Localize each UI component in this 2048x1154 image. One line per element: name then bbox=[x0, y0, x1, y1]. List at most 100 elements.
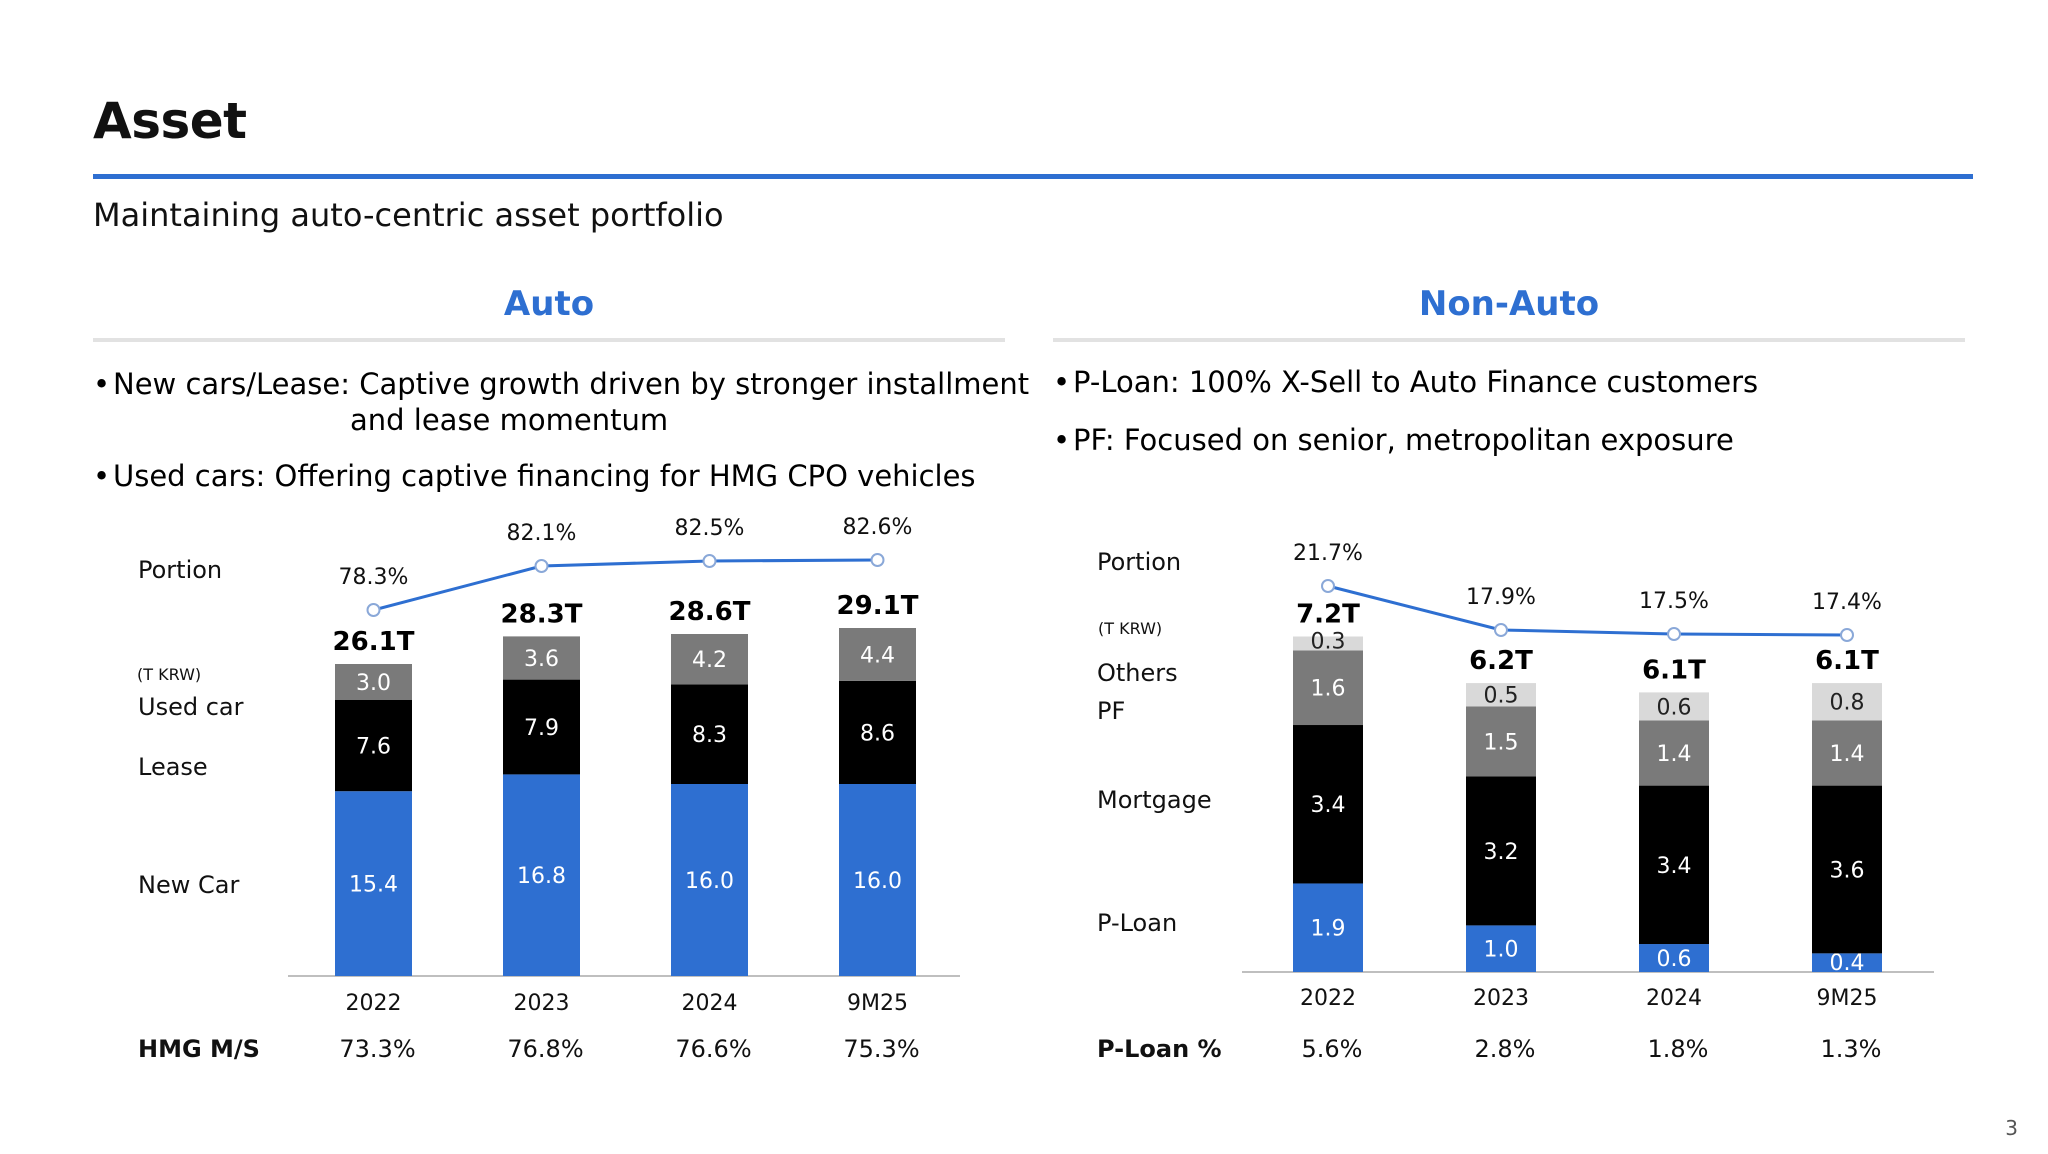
bullet-text: Focused on senior, metropolitan exposure bbox=[1114, 423, 1734, 457]
nonauto-bar-mortgage bbox=[1639, 785, 1709, 945]
nonauto-portion-point bbox=[1321, 579, 1335, 593]
page-number: 3 bbox=[2005, 1116, 2018, 1140]
auto-bar-value-label: 4.4 bbox=[860, 643, 895, 668]
page-title: Asset bbox=[93, 92, 247, 150]
bullet-continuation: and lease momentum bbox=[350, 403, 669, 437]
nonauto-bar-value-label: 0.5 bbox=[1484, 684, 1519, 709]
nonauto-legend-others: Others bbox=[1097, 659, 1178, 687]
nonauto-category-label: 9M25 bbox=[1817, 986, 1878, 1011]
auto-portion-value-label: 82.5% bbox=[675, 516, 745, 541]
auto-portion-point bbox=[366, 603, 381, 617]
nonauto-category-label: 2023 bbox=[1473, 986, 1529, 1011]
nonauto-total-label: 6.2T bbox=[1469, 646, 1533, 676]
nonauto-portion-value-label: 21.7% bbox=[1293, 541, 1363, 566]
nonauto-bar-value-label: 1.5 bbox=[1484, 730, 1519, 755]
auto-total-label: 28.3T bbox=[501, 599, 583, 629]
nonauto-bar-value-label: 0.6 bbox=[1657, 947, 1692, 972]
bullet-lead: PF: bbox=[1073, 423, 1115, 457]
nonauto-legend-pf: PF bbox=[1097, 697, 1125, 725]
auto-bar-used-car bbox=[335, 664, 412, 700]
auto-portion-value-label: 82.1% bbox=[507, 521, 577, 546]
nonauto-bar-value-label: 3.4 bbox=[1311, 793, 1346, 818]
nonauto-bar-pf bbox=[1466, 706, 1536, 777]
auto-footer-label: HMG M/S bbox=[138, 1035, 260, 1063]
nonauto-bar-others bbox=[1812, 683, 1882, 721]
bullet-text: 100% X-Sell to Auto Finance customers bbox=[1179, 365, 1759, 399]
auto-portion-label: Portion bbox=[138, 556, 222, 584]
nonauto-bar-value-label: 1.6 bbox=[1311, 677, 1346, 702]
nonauto-category-label: 2024 bbox=[1646, 986, 1702, 1011]
nonauto-bar-value-label: 1.0 bbox=[1484, 938, 1519, 963]
bullet-dot: • bbox=[1053, 365, 1071, 399]
auto-portion-point bbox=[702, 554, 717, 568]
nonauto-footer-value: 5.6% bbox=[1302, 1035, 1363, 1063]
auto-footer-value: 75.3% bbox=[843, 1035, 919, 1063]
nonauto-footer-label: P-Loan % bbox=[1097, 1035, 1222, 1063]
auto-bar-new-car bbox=[335, 791, 412, 976]
auto-bullet-used-cars: •Used cars: Offering captive financing f… bbox=[93, 458, 976, 494]
auto-bar-value-label: 16.0 bbox=[853, 869, 902, 894]
nonauto-bar-others bbox=[1466, 683, 1536, 707]
auto-bar-value-label: 15.4 bbox=[349, 873, 398, 898]
bullet-dot: • bbox=[93, 459, 111, 493]
nonauto-portion-value-label: 17.5% bbox=[1639, 589, 1709, 614]
auto-portion-line bbox=[373, 558, 878, 612]
nonauto-bar-value-label: 1.9 bbox=[1311, 917, 1346, 942]
nonauto-footer-value: 1.3% bbox=[1821, 1035, 1882, 1063]
nonauto-bar-mortgage bbox=[1293, 725, 1363, 884]
nonauto-unit-label: (T KRW) bbox=[1098, 619, 1162, 638]
nonauto-bar-value-label: 0.3 bbox=[1311, 629, 1346, 654]
auto-bar-value-label: 3.0 bbox=[356, 671, 391, 696]
auto-footer-value: 73.3% bbox=[339, 1035, 415, 1063]
nonauto-portion-value-label: 17.4% bbox=[1812, 590, 1882, 615]
auto-bar-used-car bbox=[671, 634, 748, 685]
nonauto-total-label: 6.1T bbox=[1642, 655, 1706, 685]
auto-bar-used-car bbox=[503, 636, 580, 680]
auto-portion-value-label: 82.6% bbox=[843, 515, 913, 540]
nonauto-bar-value-label: 0.4 bbox=[1830, 951, 1865, 976]
nonauto-bar-value-label: 1.4 bbox=[1830, 742, 1865, 767]
bullet-dot: • bbox=[93, 367, 111, 401]
non-auto-bullet-ploan: •P-Loan: 100% X-Sell to Auto Finance cus… bbox=[1053, 364, 1758, 400]
nonauto-bar-p-loan bbox=[1293, 883, 1363, 972]
auto-legend-lease: Lease bbox=[138, 753, 208, 781]
auto-category-label: 2024 bbox=[682, 991, 738, 1016]
auto-portion-point bbox=[870, 553, 885, 567]
nonauto-portion-value-label: 17.9% bbox=[1466, 585, 1536, 610]
nonauto-bar-p-loan bbox=[1466, 925, 1536, 972]
nonauto-bar-p-loan bbox=[1639, 944, 1709, 972]
auto-bar-value-label: 3.6 bbox=[524, 647, 559, 672]
bullet-text: Captive growth driven by stronger instal… bbox=[349, 367, 1030, 401]
nonauto-bar-pf bbox=[1812, 720, 1882, 786]
nonauto-category-label: 2022 bbox=[1300, 986, 1356, 1011]
bullet-lead: New cars/Lease: bbox=[113, 367, 350, 401]
nonauto-portion-point bbox=[1840, 628, 1854, 642]
auto-bar-lease bbox=[839, 680, 916, 784]
nonauto-legend-p-loan: P-Loan bbox=[1097, 909, 1177, 937]
auto-footer-value: 76.8% bbox=[507, 1035, 583, 1063]
nonauto-portion-point bbox=[1667, 627, 1681, 641]
auto-bar-value-label: 16.0 bbox=[685, 869, 734, 894]
nonauto-bar-value-label: 1.4 bbox=[1657, 742, 1692, 767]
non-auto-bullet-pf: •PF: Focused on senior, metropolitan exp… bbox=[1053, 422, 1734, 458]
auto-bar-value-label: 7.9 bbox=[524, 716, 559, 741]
auto-bar-new-car bbox=[671, 784, 748, 976]
nonauto-legend-mortgage: Mortgage bbox=[1097, 786, 1212, 814]
auto-portion-point bbox=[534, 559, 549, 573]
auto-bullet-new-cars: •New cars/Lease: Captive growth driven b… bbox=[93, 366, 1029, 438]
nonauto-bar-value-label: 3.4 bbox=[1657, 854, 1692, 879]
auto-bar-value-label: 4.2 bbox=[692, 648, 727, 673]
auto-total-label: 29.1T bbox=[837, 591, 919, 621]
nonauto-bar-value-label: 3.6 bbox=[1830, 858, 1865, 883]
auto-bar-value-label: 16.8 bbox=[517, 864, 566, 889]
nonauto-bar-value-label: 0.8 bbox=[1830, 691, 1865, 716]
auto-bar-value-label: 8.3 bbox=[692, 723, 727, 748]
nonauto-portion-line bbox=[1327, 584, 1848, 637]
auto-bar-lease bbox=[503, 679, 580, 775]
auto-bar-value-label: 7.6 bbox=[356, 735, 391, 760]
nonauto-bar-pf bbox=[1293, 650, 1363, 726]
nonauto-bar-value-label: 3.2 bbox=[1484, 840, 1519, 865]
nonauto-bar-pf bbox=[1639, 720, 1709, 786]
nonauto-footer-value: 2.8% bbox=[1475, 1035, 1536, 1063]
